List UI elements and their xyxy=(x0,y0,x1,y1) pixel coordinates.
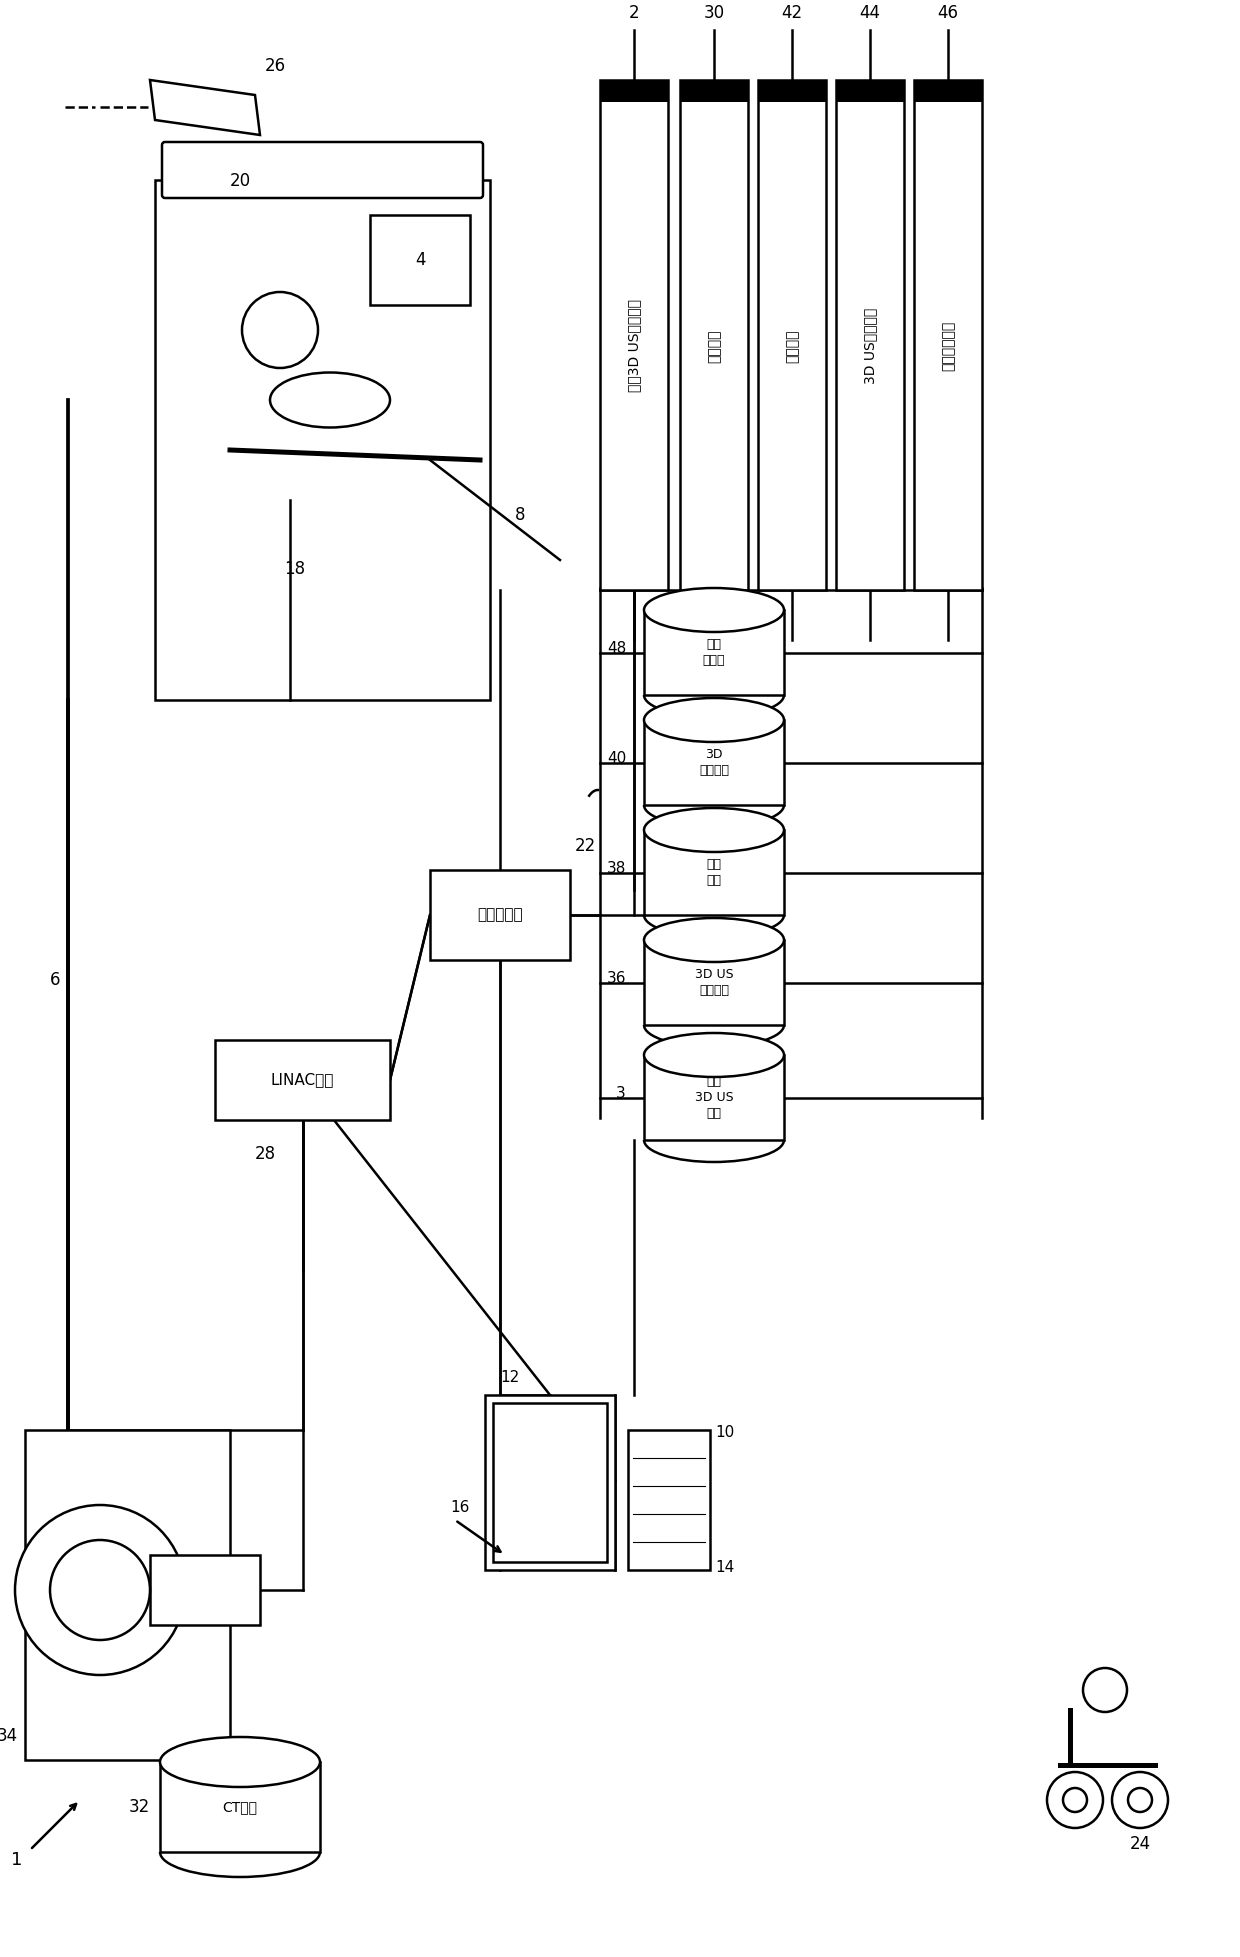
Text: 3D
组织图图: 3D 组织图图 xyxy=(699,748,729,777)
Ellipse shape xyxy=(644,587,784,632)
Text: 44: 44 xyxy=(859,4,880,22)
Bar xyxy=(25,1431,229,1759)
Text: 12: 12 xyxy=(501,1370,520,1386)
Bar xyxy=(836,80,904,589)
Bar xyxy=(914,80,982,589)
Circle shape xyxy=(242,292,317,368)
Bar xyxy=(215,1039,391,1119)
Text: 10: 10 xyxy=(715,1425,734,1440)
Bar xyxy=(494,1403,608,1562)
Bar xyxy=(644,1055,784,1141)
Text: 分割单元: 分割单元 xyxy=(785,329,799,362)
Bar xyxy=(758,80,826,102)
Ellipse shape xyxy=(644,918,784,963)
Text: 实时3D US成像单元: 实时3D US成像单元 xyxy=(627,299,641,393)
Bar xyxy=(836,80,904,102)
Text: 22: 22 xyxy=(575,838,596,855)
Bar xyxy=(680,80,748,589)
Text: 48: 48 xyxy=(606,640,626,656)
Text: 40: 40 xyxy=(606,751,626,765)
FancyBboxPatch shape xyxy=(162,143,484,198)
Text: 18: 18 xyxy=(284,560,305,577)
Ellipse shape xyxy=(160,1738,320,1787)
Bar xyxy=(758,80,826,589)
Circle shape xyxy=(1063,1789,1087,1812)
Text: 26: 26 xyxy=(265,57,286,74)
Ellipse shape xyxy=(644,1033,784,1076)
Text: 32: 32 xyxy=(129,1798,150,1816)
Text: 变形
向量: 变形 向量 xyxy=(707,857,722,887)
Bar xyxy=(627,1431,711,1570)
Polygon shape xyxy=(155,180,490,701)
Text: 34: 34 xyxy=(0,1726,19,1746)
Ellipse shape xyxy=(644,699,784,742)
Text: 42: 42 xyxy=(781,4,802,22)
Text: CT图像: CT图像 xyxy=(222,1800,258,1814)
Text: 46: 46 xyxy=(937,4,959,22)
Bar xyxy=(914,80,982,102)
Text: 图像配准: 图像配准 xyxy=(707,329,720,362)
Text: 14: 14 xyxy=(715,1560,734,1575)
Circle shape xyxy=(1112,1771,1168,1828)
Bar xyxy=(370,215,470,305)
Text: 3: 3 xyxy=(616,1086,626,1100)
Text: 36: 36 xyxy=(606,971,626,986)
Circle shape xyxy=(1047,1771,1104,1828)
Text: LINAC控制: LINAC控制 xyxy=(270,1072,335,1088)
Text: 3D US
基线图像: 3D US 基线图像 xyxy=(694,969,733,996)
Bar xyxy=(644,830,784,916)
Polygon shape xyxy=(150,80,260,135)
Text: 实时剂量引擎: 实时剂量引擎 xyxy=(941,321,955,372)
Text: 20: 20 xyxy=(229,172,250,190)
Circle shape xyxy=(50,1540,150,1640)
Text: 28: 28 xyxy=(254,1145,275,1162)
Text: 2: 2 xyxy=(629,4,640,22)
Bar xyxy=(150,1556,260,1624)
Text: 38: 38 xyxy=(606,861,626,875)
Text: 30: 30 xyxy=(703,4,724,22)
Bar xyxy=(644,611,784,695)
Text: 4: 4 xyxy=(414,250,425,268)
Bar xyxy=(600,80,668,589)
Bar xyxy=(160,1761,320,1851)
Bar xyxy=(644,720,784,804)
Text: 24: 24 xyxy=(1130,1836,1151,1853)
Circle shape xyxy=(1128,1789,1152,1812)
Circle shape xyxy=(1083,1667,1127,1712)
Bar xyxy=(644,939,784,1025)
Ellipse shape xyxy=(644,808,784,851)
Ellipse shape xyxy=(270,372,391,427)
Text: 机器人控制: 机器人控制 xyxy=(477,908,523,922)
Text: 8: 8 xyxy=(515,507,526,524)
Circle shape xyxy=(15,1505,185,1675)
Text: 16: 16 xyxy=(450,1499,470,1515)
Bar xyxy=(430,871,570,961)
Bar xyxy=(680,80,748,102)
Text: 实时
3D US
图像: 实时 3D US 图像 xyxy=(694,1074,733,1119)
Text: 累积
剂量图: 累积 剂量图 xyxy=(703,638,725,667)
Bar xyxy=(600,80,668,102)
Bar xyxy=(485,1395,615,1570)
Text: 3D US运动单元: 3D US运动单元 xyxy=(863,307,877,384)
Text: 1: 1 xyxy=(11,1851,22,1869)
Text: 6: 6 xyxy=(50,971,60,988)
